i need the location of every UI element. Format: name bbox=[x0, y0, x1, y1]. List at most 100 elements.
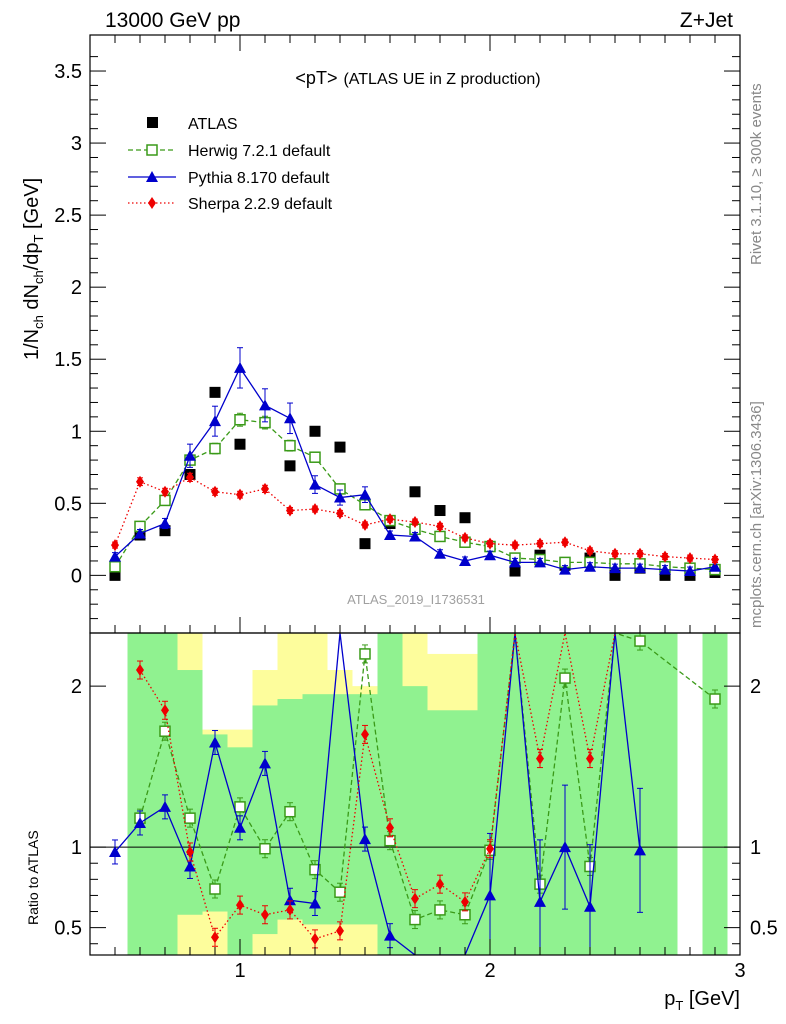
main-point-sherpa-18 bbox=[561, 536, 569, 549]
legend-herwig-label: Herwig 7.2.1 default bbox=[188, 143, 331, 160]
main-point-pythia-23 bbox=[684, 565, 696, 577]
band-green-5 bbox=[252, 705, 278, 935]
ratio-point-herwig-8 bbox=[334, 886, 346, 898]
main-point-sherpa-23 bbox=[686, 552, 694, 565]
main-point-sherpa-3 bbox=[186, 471, 194, 484]
ratio-y-axis-label: Ratio to ATLAS bbox=[25, 830, 41, 925]
main-point-atlas-5 bbox=[234, 438, 246, 450]
ratio-xtick-label-0: 1 bbox=[234, 960, 245, 982]
ratio-point-sherpa-3 bbox=[211, 931, 219, 944]
main-point-atlas-4 bbox=[209, 386, 221, 398]
legend-pythia-marker bbox=[146, 171, 158, 182]
main-point-herwig-0 bbox=[109, 560, 121, 573]
main-ytick-label-5: 2.5 bbox=[54, 205, 82, 227]
main-point-pythia-7 bbox=[284, 412, 296, 424]
main-point-pythia-2 bbox=[159, 517, 171, 529]
legend-atlas-label: ATLAS bbox=[188, 116, 238, 133]
ratio-point-herwig-9 bbox=[359, 648, 371, 660]
main-point-atlas-22 bbox=[659, 569, 671, 581]
main-point-sherpa-7 bbox=[286, 504, 294, 517]
ratio-point-sherpa-5 bbox=[261, 908, 269, 921]
legend-atlas-marker bbox=[147, 117, 158, 128]
ratio-panel-series bbox=[90, 633, 740, 955]
ratio-point-herwig-12 bbox=[434, 904, 446, 916]
legend-herwig-marker bbox=[146, 144, 158, 156]
ratio-ytick-label-left-0: 0.5 bbox=[54, 918, 82, 940]
main-series-group bbox=[109, 347, 721, 581]
main-point-herwig-8 bbox=[309, 451, 321, 463]
main-point-herwig-4 bbox=[209, 442, 221, 455]
main-point-pythia-5 bbox=[234, 361, 246, 373]
legend: ATLAS Herwig 7.2.1 default Pythia 8.170 … bbox=[128, 116, 333, 213]
ratio-point-sherpa-10 bbox=[386, 821, 394, 834]
main-point-pythia-9 bbox=[334, 491, 346, 503]
main-point-sherpa-15 bbox=[486, 537, 494, 550]
main-point-pythia-19 bbox=[584, 560, 596, 572]
ratio-point-sherpa-2 bbox=[186, 845, 194, 858]
axes: 0 0.5 1 1.5 2 2.5 3 3.5 0.5 0.5 1 1 2 2 1 2 3 bbox=[54, 34, 778, 982]
ratio-point-pythia-18 bbox=[559, 841, 571, 853]
main-ytick-label-4: 2 bbox=[71, 277, 82, 299]
chart-title-main: <pT> bbox=[295, 68, 337, 88]
header-left: 13000 GeV pp bbox=[105, 9, 240, 32]
rivet-label: Rivet 3.1.10, ≥ 300k events bbox=[748, 83, 765, 265]
main-point-pythia-14 bbox=[459, 554, 471, 566]
chart-title-sub: (ATLAS UE in Z production) bbox=[343, 71, 540, 88]
band-green-21 bbox=[652, 633, 678, 955]
ratio-point-sherpa-18 bbox=[586, 752, 594, 765]
ratio-point-herwig-2 bbox=[184, 812, 196, 824]
main-point-sherpa-0 bbox=[111, 539, 119, 552]
ratio-point-pythia-1 bbox=[134, 816, 146, 828]
ratio-point-pythia-17 bbox=[534, 895, 546, 907]
ratio-ytick-label-right-1: 1 bbox=[750, 837, 761, 859]
main-ytick-label-0: 0 bbox=[71, 565, 82, 587]
main-point-atlas-10 bbox=[359, 538, 371, 550]
ratio-point-pythia-19 bbox=[584, 900, 596, 912]
ratio-line-pythia bbox=[114, 633, 641, 955]
ratio-point-herwig-11 bbox=[409, 913, 421, 926]
main-point-sherpa-1 bbox=[136, 475, 144, 488]
ratio-ytick-label-left-2: 2 bbox=[71, 676, 82, 698]
main-point-atlas-8 bbox=[309, 425, 321, 437]
main-ytick-label-1: 0.5 bbox=[54, 493, 82, 515]
ratio-point-sherpa-4 bbox=[236, 899, 244, 912]
main-point-sherpa-5 bbox=[236, 488, 244, 501]
ratio-point-pythia-2 bbox=[159, 800, 171, 812]
band-green-0 bbox=[127, 633, 153, 955]
legend-sherpa-marker bbox=[148, 197, 156, 209]
ratio-point-sherpa-1 bbox=[161, 704, 169, 717]
ratio-point-pythia-3 bbox=[184, 860, 196, 872]
main-point-pythia-20 bbox=[609, 562, 621, 574]
main-y-axis-label: 1/Nch dNch/dpT [GeV] bbox=[21, 178, 46, 360]
main-point-pythia-6 bbox=[259, 399, 271, 411]
analysis-watermark: ATLAS_2019_I1736531 bbox=[347, 592, 485, 607]
main-point-sherpa-14 bbox=[461, 531, 469, 544]
main-point-pythia-22 bbox=[659, 563, 671, 575]
ratio-line-sherpa bbox=[139, 633, 616, 940]
ratio-xtick-label-1: 2 bbox=[484, 960, 495, 982]
main-point-pythia-11 bbox=[384, 529, 396, 541]
main-ytick-label-3: 1.5 bbox=[54, 349, 82, 371]
ratio-point-herwig-6 bbox=[284, 805, 296, 818]
main-point-herwig-5 bbox=[234, 413, 246, 426]
ratio-point-pythia-15 bbox=[484, 889, 496, 901]
main-point-sherpa-16 bbox=[511, 539, 519, 552]
main-point-sherpa-4 bbox=[211, 485, 219, 498]
main-point-atlas-13 bbox=[434, 505, 446, 517]
main-point-atlas-0 bbox=[109, 569, 121, 581]
main-point-sherpa-2 bbox=[161, 485, 169, 498]
main-point-sherpa-20 bbox=[611, 547, 619, 560]
main-point-sherpa-19 bbox=[586, 544, 594, 557]
main-point-pythia-16 bbox=[509, 556, 521, 568]
header-right: Z+Jet bbox=[680, 9, 733, 32]
main-point-atlas-20 bbox=[609, 569, 621, 581]
ratio-point-sherpa-16 bbox=[536, 752, 544, 765]
band-green-15 bbox=[502, 633, 528, 955]
ratio-series-group bbox=[90, 633, 740, 955]
main-point-atlas-7 bbox=[284, 460, 296, 472]
main-point-sherpa-12 bbox=[411, 516, 419, 529]
main-point-pythia-13 bbox=[434, 547, 446, 559]
mcplots-label: mcplots.cern.ch [arXiv:1306.3436] bbox=[748, 401, 765, 628]
band-green-4 bbox=[227, 747, 253, 955]
main-point-pythia-15 bbox=[484, 549, 496, 561]
